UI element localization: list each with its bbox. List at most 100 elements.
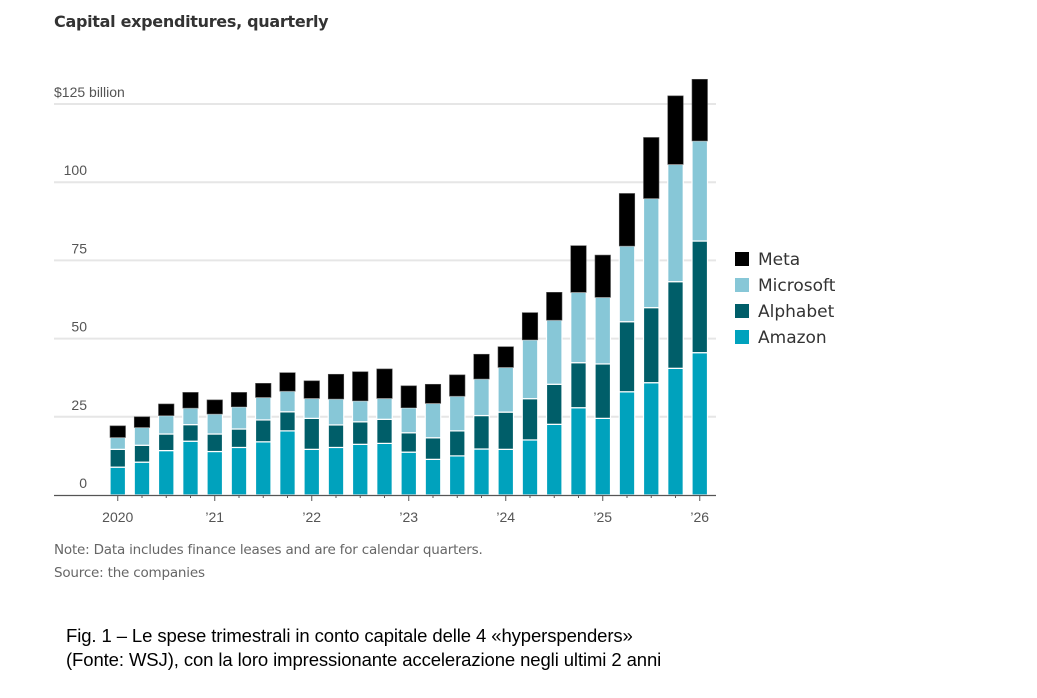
bar-segment-microsoft: [448, 395, 466, 432]
bar-segment-microsoft: [182, 407, 199, 426]
bar-segment-microsoft: [303, 397, 321, 419]
x-tick-label: ’23: [399, 509, 418, 525]
bar-stack: [351, 371, 369, 496]
bar-segment-microsoft: [133, 426, 151, 446]
bar-stack: [157, 403, 175, 496]
bar-segment-meta: [449, 374, 466, 397]
bar-segment-microsoft: [351, 400, 369, 423]
caption-line-1: Fig. 1 – Le spese trimestrali in conto c…: [66, 625, 633, 646]
legend-label: Amazon: [758, 328, 827, 348]
bar-segment-alphabet: [327, 424, 345, 449]
bar-stack: [521, 312, 539, 496]
bar-segment-alphabet: [376, 418, 393, 444]
bar-segment-meta: [570, 245, 587, 293]
bar-segment-meta: [206, 399, 223, 415]
bar-segment-meta: [667, 95, 684, 165]
bar-segment-meta: [497, 346, 514, 368]
bar-segment-microsoft: [691, 140, 709, 242]
bar-stack: [254, 383, 272, 496]
bar-segment-alphabet: [230, 428, 248, 449]
bar-segment-amazon: [230, 446, 248, 496]
bar-segment-amazon: [545, 423, 563, 496]
bar-segment-alphabet: [182, 424, 199, 442]
bar-segment-meta: [182, 392, 199, 409]
y-tick-label: 75: [71, 240, 87, 256]
bar-segment-microsoft: [618, 245, 636, 323]
bar-segment-amazon: [570, 407, 587, 496]
bar-segment-amazon: [254, 441, 272, 496]
bar-stack: [545, 292, 563, 496]
figure-caption: Fig. 1 – Le spese trimestrali in conto c…: [66, 624, 661, 672]
bar-segment-meta: [109, 425, 126, 438]
legend-swatch: [735, 304, 749, 318]
bar-segment-meta: [424, 383, 442, 404]
legend-swatch: [735, 278, 749, 292]
bar-segment-amazon: [473, 448, 490, 496]
x-tick-label: ’26: [690, 509, 709, 525]
bar-segment-microsoft: [327, 398, 345, 426]
bar-segment-microsoft: [570, 291, 587, 364]
bar-segment-alphabet: [618, 321, 636, 393]
y-tick-label: 100: [64, 162, 88, 178]
bar-stack: [424, 383, 442, 496]
bar-stack: [303, 380, 321, 496]
bar-segment-meta: [691, 78, 708, 142]
bar-segment-meta: [303, 380, 320, 399]
bar-segment-meta: [594, 254, 611, 298]
x-tick-label: ’22: [302, 509, 321, 525]
bar-segment-meta: [327, 373, 345, 400]
bar-segment-microsoft: [594, 296, 612, 365]
bar-segment-alphabet: [400, 432, 418, 453]
bar-segment-alphabet: [667, 281, 684, 369]
bar-segment-microsoft: [157, 414, 175, 435]
bar-segment-alphabet: [279, 411, 296, 432]
y-tick-label: 50: [71, 319, 87, 335]
bar-stack: [400, 385, 418, 496]
bar-segment-microsoft: [545, 319, 563, 385]
y-tick-label: 25: [71, 397, 87, 413]
bar-segment-meta: [352, 371, 369, 402]
x-tick-label: 2020: [102, 509, 133, 525]
bar-segment-meta: [400, 385, 417, 409]
y-tick-label: $125 billion: [54, 84, 125, 100]
bar-segment-alphabet: [691, 240, 709, 354]
bar-segment-meta: [279, 372, 296, 392]
bar-segment-amazon: [303, 448, 321, 496]
chart-title: Capital expenditures, quarterly: [54, 12, 329, 31]
bar-segment-alphabet: [424, 437, 442, 460]
bar-segment-alphabet: [254, 419, 272, 443]
bar-segment-alphabet: [133, 444, 151, 463]
bar-segment-microsoft: [254, 396, 272, 421]
bar-segment-microsoft: [642, 197, 660, 309]
bar-segment-amazon: [376, 442, 393, 496]
x-axis: 2020 ’21 ’22 ’23 ’24 ’25 ’26: [54, 494, 716, 525]
bar-segment-alphabet: [303, 417, 321, 450]
bar-stack: [109, 425, 127, 496]
bar-segment-microsoft: [521, 339, 539, 400]
caption-line-2: (Fonte: WSJ), con la loro impressionante…: [66, 649, 662, 670]
legend-label: Microsoft: [758, 276, 836, 296]
bar-segment-microsoft: [400, 407, 418, 434]
bar-segment-alphabet: [473, 414, 490, 450]
x-tick-label: ’24: [496, 509, 515, 525]
bar-segment-microsoft: [667, 163, 684, 283]
bar-segment-meta: [618, 193, 636, 247]
legend: Meta Microsoft Alphabet Amazon: [735, 250, 836, 348]
bar-segment-alphabet: [351, 421, 369, 445]
bar-segment-microsoft: [473, 378, 490, 417]
bar-segment-alphabet: [157, 433, 175, 452]
bar-segment-amazon: [618, 391, 636, 496]
bar-segment-amazon: [157, 449, 175, 496]
x-tick-label: ’25: [593, 509, 612, 525]
bar-segment-microsoft: [424, 402, 442, 439]
bar-segment-amazon: [521, 439, 539, 496]
bar-stack: [497, 346, 515, 496]
legend-item-amazon: Amazon: [735, 328, 827, 348]
bar-segment-microsoft: [497, 366, 515, 413]
legend-label: Meta: [758, 250, 800, 270]
bar-segment-alphabet: [521, 398, 539, 441]
bar-segment-meta: [255, 383, 272, 398]
bar-stack: [667, 95, 684, 496]
bar-segment-amazon: [594, 417, 612, 496]
legend-swatch: [735, 330, 749, 344]
